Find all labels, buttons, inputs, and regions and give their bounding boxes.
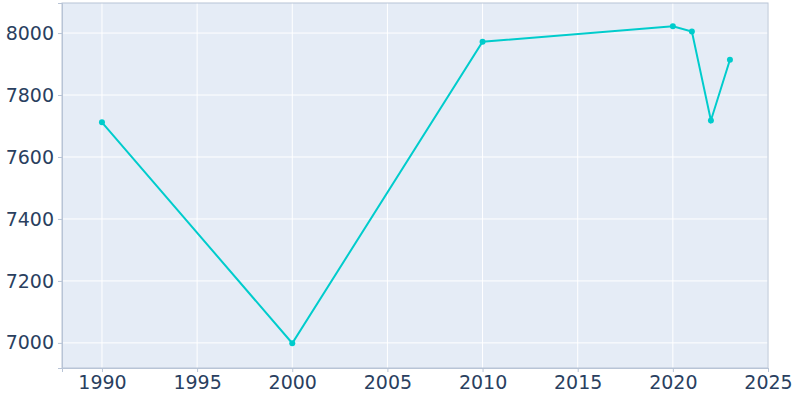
- chart: 1990 1995 2000 2005 2010 2015 2020 2025 7000 7200…: [0, 0, 800, 400]
- grid-line-y: [62, 280, 768, 281]
- tick-label: 7600: [6, 146, 54, 168]
- grid-line-x: [672, 3, 673, 368]
- tick: 2020: [649, 368, 697, 393]
- tick: 7200: [6, 270, 62, 292]
- tick-label: 2005: [364, 371, 412, 393]
- tick-label: 2010: [459, 371, 507, 393]
- grid-line-y: [62, 156, 768, 157]
- point: [708, 117, 714, 123]
- tick-mark: [58, 157, 62, 158]
- point: [727, 57, 733, 63]
- grid-line-y: [62, 95, 768, 96]
- grid-line-y: [62, 342, 768, 343]
- grid-line-y: [62, 218, 768, 219]
- grid-line-x: [197, 3, 198, 368]
- tick-label: 7800: [6, 84, 54, 106]
- tick: 2010: [459, 368, 507, 393]
- tick: 2000: [269, 368, 317, 393]
- tick-mark: [58, 33, 62, 34]
- tick: 1995: [173, 368, 221, 393]
- marks: [99, 23, 733, 346]
- tick: 2005: [364, 368, 412, 393]
- tick-label: 2025: [744, 371, 792, 393]
- tick-label: 2020: [649, 371, 697, 393]
- tick-mark: [58, 219, 62, 220]
- grid-line-x: [577, 3, 578, 368]
- tick-label: 7000: [6, 331, 54, 353]
- tick-label: 2015: [554, 371, 602, 393]
- plot: 1990 1995 2000 2005 2010 2015 2020 2025 7000 7200…: [6, 3, 793, 393]
- tick: 7600: [6, 146, 62, 168]
- grid-line-x: [482, 3, 483, 368]
- point: [99, 119, 105, 125]
- y-axis: 7000 7200 7400 7600 7800 8000: [6, 4, 63, 369]
- tick-label: 8000: [6, 22, 54, 44]
- point: [670, 23, 676, 29]
- point: [689, 29, 695, 35]
- tick-mark: [58, 95, 62, 96]
- tick: 7000: [6, 331, 62, 353]
- point: [289, 340, 295, 346]
- tick-label: 1990: [78, 371, 126, 393]
- tick: 1990: [78, 368, 126, 393]
- tick-label: 1995: [173, 371, 221, 393]
- tick-mark: [58, 281, 62, 282]
- tick: 2025: [744, 368, 792, 393]
- plot-frame: [62, 3, 768, 368]
- grid-line-y: [62, 33, 768, 34]
- tick-label: 7200: [6, 270, 54, 292]
- tick: 2015: [554, 368, 602, 393]
- grid-line-x: [101, 3, 102, 368]
- grid: [62, 3, 768, 368]
- line: [102, 26, 730, 343]
- grid-line-x: [292, 3, 293, 368]
- x-axis: 1990 1995 2000 2005 2010 2015 2020 2025: [63, 368, 793, 393]
- point: [480, 39, 486, 45]
- grid-line-x: [387, 3, 388, 368]
- tick: 7400: [6, 208, 62, 230]
- tick-mark: [58, 343, 62, 344]
- tick-label: 7400: [6, 208, 54, 230]
- plot-background: [62, 3, 768, 368]
- tick: 7800: [6, 84, 62, 106]
- tick-label: 2000: [269, 371, 317, 393]
- tick: 8000: [6, 22, 62, 44]
